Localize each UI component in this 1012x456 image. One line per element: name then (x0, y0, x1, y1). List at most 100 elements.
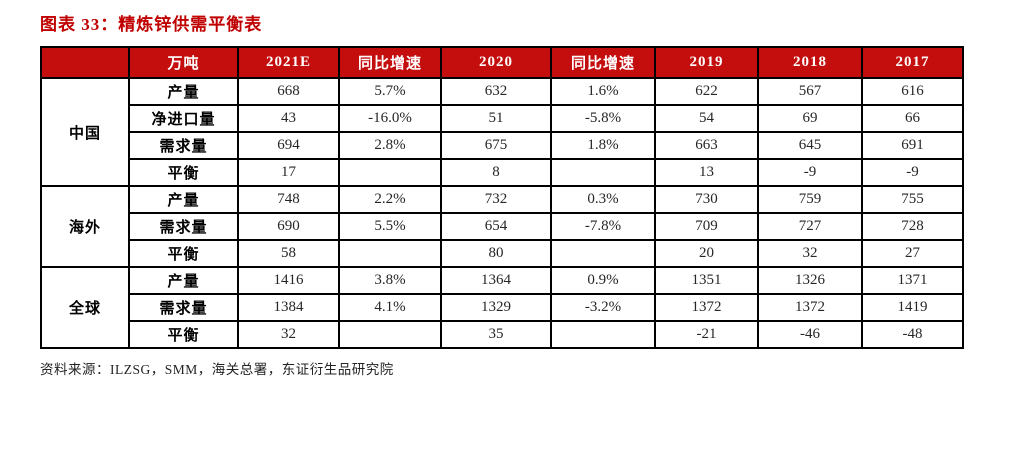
value-cell: 1416 (237, 266, 340, 295)
metric-label: 产量 (128, 77, 239, 106)
value-cell: 663 (654, 131, 759, 160)
value-cell: 2.8% (338, 131, 442, 160)
value-cell: 5.7% (338, 77, 442, 106)
metric-label: 平衡 (128, 158, 239, 187)
value-cell: 728 (861, 212, 964, 241)
data-source: 资料来源：ILZSG，SMM，海关总署，东证衍生品研究院 (40, 362, 394, 377)
metric-label: 平衡 (128, 320, 239, 349)
value-cell: 13 (654, 158, 759, 187)
metric-label: 产量 (128, 266, 239, 295)
table-row: 平衡 32 35 -21 -46 -48 (41, 320, 964, 349)
value-cell: 66 (861, 104, 964, 133)
value-cell: 691 (861, 131, 964, 160)
value-cell: 727 (757, 212, 863, 241)
value-cell: 20 (654, 239, 759, 268)
value-cell: -5.8% (550, 104, 656, 133)
value-cell (338, 320, 442, 349)
table-row: 中国 产量 668 5.7% 632 1.6% 622 567 616 (40, 77, 964, 187)
value-cell: 1.6% (550, 77, 656, 106)
value-cell: 0.9% (550, 266, 656, 295)
value-cell: -9 (861, 158, 964, 187)
value-cell: 567 (757, 77, 863, 106)
value-cell: 694 (237, 131, 340, 160)
header-cell-2020: 2020 (440, 46, 552, 79)
report-exhibit: 图表 33：精炼锌供需平衡表 万吨 2021E 同比增速 2020 同比增速 2… (40, 15, 964, 377)
value-cell: 43 (237, 104, 340, 133)
value-cell: 1419 (861, 293, 964, 322)
metric-label: 需求量 (128, 293, 239, 322)
value-cell: 0.3% (550, 185, 656, 214)
value-cell: 5.5% (338, 212, 442, 241)
table-row: 需求量 1384 4.1% 1329 -3.2% 1372 1372 1419 (41, 293, 964, 322)
value-cell: -16.0% (338, 104, 442, 133)
value-cell (550, 320, 656, 349)
header-cell-2021e: 2021E (237, 46, 340, 79)
value-cell: 1371 (861, 266, 964, 295)
value-cell: 1.8% (550, 131, 656, 160)
value-cell: 58 (237, 239, 340, 268)
value-cell (550, 158, 656, 187)
header-cell-blank (40, 46, 130, 79)
value-cell: 668 (237, 77, 340, 106)
metric-label: 产量 (128, 185, 239, 214)
value-cell: 80 (440, 239, 552, 268)
value-cell: 709 (654, 212, 759, 241)
region-cell-global: 全球 (40, 266, 130, 349)
value-cell: 622 (654, 77, 759, 106)
value-cell (338, 158, 442, 187)
value-cell: 1326 (757, 266, 863, 295)
header-cell-unit: 万吨 (128, 46, 239, 79)
value-cell: 755 (861, 185, 964, 214)
metric-label: 平衡 (128, 239, 239, 268)
value-cell: 748 (237, 185, 340, 214)
metric-label: 需求量 (128, 131, 239, 160)
header-cell-yoy-2: 同比增速 (550, 46, 656, 79)
value-cell: 1351 (654, 266, 759, 295)
value-cell: 675 (440, 131, 552, 160)
value-cell: 32 (757, 239, 863, 268)
value-cell: 3.8% (338, 266, 442, 295)
header-cell-2018: 2018 (757, 46, 863, 79)
value-cell: -46 (757, 320, 863, 349)
value-cell (550, 239, 656, 268)
value-cell: 51 (440, 104, 552, 133)
value-cell: 35 (440, 320, 552, 349)
value-cell: 632 (440, 77, 552, 106)
value-cell: 690 (237, 212, 340, 241)
value-cell: 645 (757, 131, 863, 160)
table-row: 需求量 694 2.8% 675 1.8% 663 645 691 (41, 131, 964, 160)
value-cell: 54 (654, 104, 759, 133)
value-cell: -21 (654, 320, 759, 349)
value-cell: 2.2% (338, 185, 442, 214)
value-cell (338, 239, 442, 268)
table-row: 平衡 58 80 20 32 27 (41, 239, 964, 268)
value-cell: 32 (237, 320, 340, 349)
value-cell: 1372 (654, 293, 759, 322)
table-header-row: 万吨 2021E 同比增速 2020 同比增速 2019 2018 2017 (40, 46, 964, 79)
value-cell: -3.2% (550, 293, 656, 322)
value-cell: 759 (757, 185, 863, 214)
value-cell: 17 (237, 158, 340, 187)
header-cell-2019: 2019 (654, 46, 759, 79)
table-row: 全球 产量 1416 3.8% 1364 0.9% 1351 1326 1371 (40, 266, 964, 349)
value-cell: -9 (757, 158, 863, 187)
value-cell: 732 (440, 185, 552, 214)
supply-demand-balance-table: 万吨 2021E 同比增速 2020 同比增速 2019 2018 2017 中… (40, 46, 964, 349)
value-cell: 1364 (440, 266, 552, 295)
metric-label: 净进口量 (128, 104, 239, 133)
value-cell: -7.8% (550, 212, 656, 241)
value-cell: -48 (861, 320, 964, 349)
value-cell: 654 (440, 212, 552, 241)
region-cell-overseas: 海外 (40, 185, 130, 268)
metric-label: 需求量 (128, 212, 239, 241)
value-cell: 1329 (440, 293, 552, 322)
value-cell: 69 (757, 104, 863, 133)
value-cell: 8 (440, 158, 552, 187)
region-cell-china: 中国 (40, 77, 130, 187)
value-cell: 1372 (757, 293, 863, 322)
table-row: 海外 产量 748 2.2% 732 0.3% 730 759 755 (40, 185, 964, 268)
table-row: 平衡 17 8 13 -9 -9 (41, 158, 964, 187)
value-cell: 1384 (237, 293, 340, 322)
value-cell: 27 (861, 239, 964, 268)
value-cell: 4.1% (338, 293, 442, 322)
